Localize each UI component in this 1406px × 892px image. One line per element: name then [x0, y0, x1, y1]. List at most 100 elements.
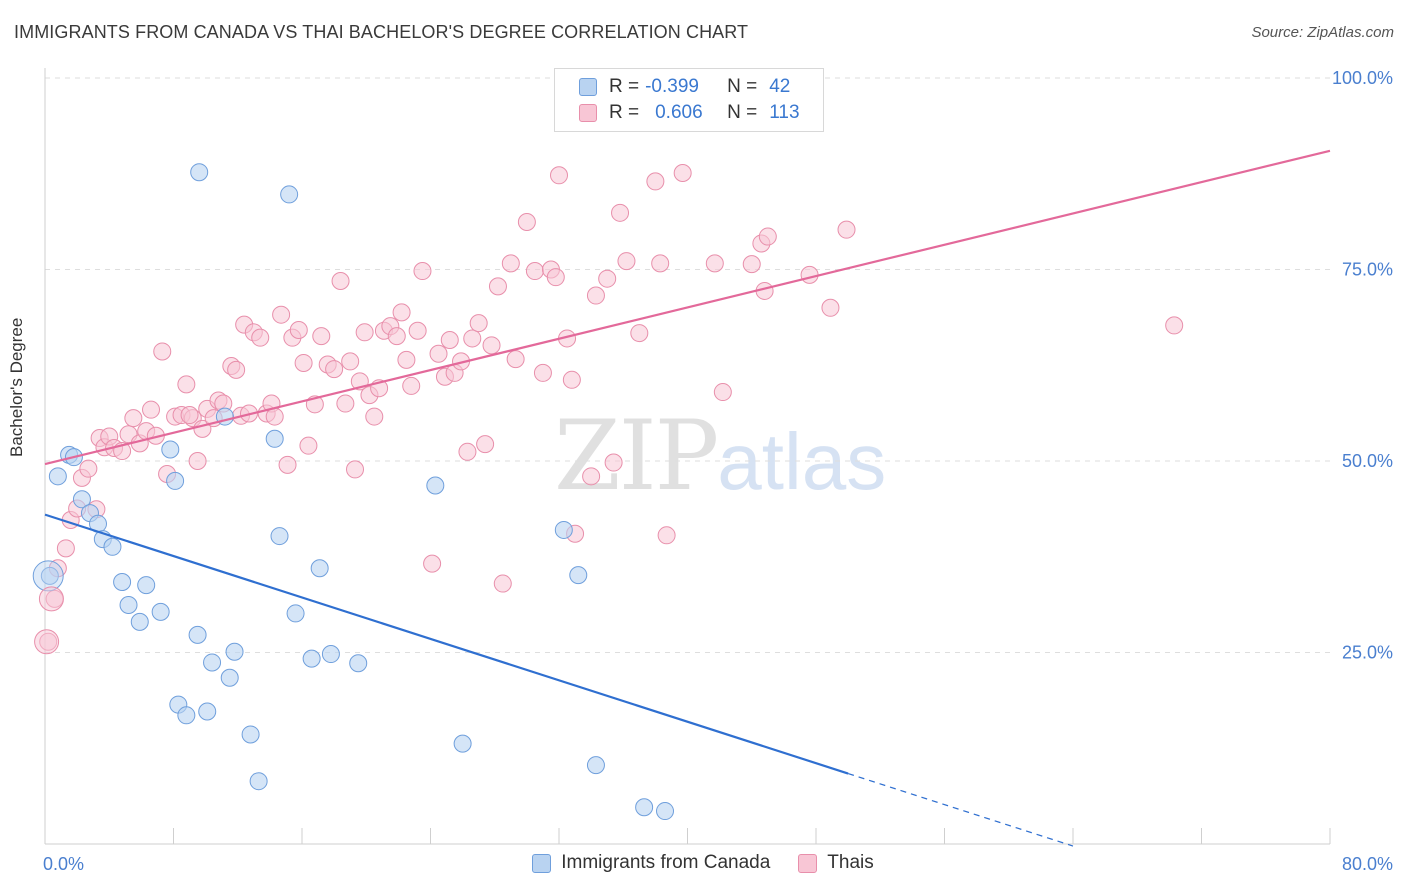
- thais-point: [387, 327, 406, 346]
- thais-point: [79, 459, 98, 478]
- canada-point: [635, 798, 654, 817]
- thais-point: [312, 327, 331, 346]
- legend-n-value-thais: 113: [769, 102, 800, 123]
- thais-point: [227, 360, 246, 379]
- thais-point: [346, 460, 365, 479]
- thais-point: [177, 375, 196, 394]
- canada-point: [198, 702, 217, 721]
- y-tick-label: 50.0%: [1342, 451, 1393, 471]
- thais-point: [124, 409, 143, 428]
- canada-point-large: [32, 560, 64, 592]
- canada-point: [310, 559, 329, 578]
- canada-point: [286, 604, 305, 623]
- canada-point: [656, 802, 675, 821]
- canada-point: [166, 471, 185, 490]
- thais-point: [56, 539, 75, 558]
- canada-point: [188, 625, 207, 644]
- series-label-thais: Thais: [827, 852, 874, 873]
- legend-row-thais: R = 0.606 N = 113: [579, 100, 800, 126]
- thais-point: [630, 324, 649, 343]
- thais-point: [800, 265, 819, 284]
- thais-point: [413, 262, 432, 281]
- thais-point: [742, 255, 761, 274]
- thais-point: [325, 360, 344, 379]
- thais-point: [646, 172, 665, 191]
- thais-point: [188, 452, 207, 470]
- thais-point: [657, 526, 676, 545]
- thais-point: [251, 328, 270, 347]
- thais-point: [533, 363, 552, 382]
- legend-swatch-thais: [579, 104, 597, 122]
- thais-point: [598, 269, 617, 288]
- correlation-legend: R = -0.399 N = 42 R = 0.606 N = 113: [554, 68, 824, 132]
- legend-row-canada: R = -0.399 N = 42: [579, 74, 790, 100]
- y-tick-label: 25.0%: [1342, 643, 1393, 663]
- thais-point: [294, 353, 313, 372]
- canada-point: [177, 706, 196, 725]
- thais-point: [582, 467, 601, 486]
- series-legend-thais: Thais: [798, 852, 874, 874]
- thais-point: [272, 305, 291, 324]
- thais-point: [408, 321, 427, 340]
- thais-point: [651, 254, 670, 273]
- legend-n-value-canada: 42: [769, 76, 791, 97]
- thais-point: [355, 323, 374, 342]
- thais-point: [705, 254, 724, 273]
- y-axis-label: Bachelor's Degree: [7, 317, 26, 457]
- thais-point: [142, 400, 161, 419]
- chart-title: IMMIGRANTS FROM CANADA VS THAI BACHELOR'…: [14, 22, 749, 42]
- x-tick-label: 80.0%: [1342, 854, 1393, 874]
- canada-trend-line: [44, 513, 849, 775]
- thais-point: [336, 394, 355, 413]
- thais-point: [423, 554, 442, 573]
- thais-point: [299, 436, 318, 455]
- thais-point: [476, 435, 495, 454]
- thais-point: [546, 268, 565, 287]
- canada-point: [302, 649, 321, 668]
- canada-point: [161, 440, 180, 459]
- canada-point: [190, 163, 209, 182]
- canada-point: [72, 490, 91, 509]
- thais-point: [758, 227, 777, 246]
- canada-point: [249, 772, 268, 791]
- series-legend-canada: Immigrants from Canada: [532, 852, 770, 874]
- canada-point: [554, 520, 573, 539]
- thais-point-large: [34, 629, 60, 655]
- thais-point: [289, 321, 308, 340]
- canada-point: [225, 642, 244, 661]
- thais-point: [586, 286, 605, 305]
- series-swatch-thais: [798, 853, 818, 873]
- canada-point: [113, 573, 132, 592]
- canada-point: [103, 537, 122, 556]
- y-tick-label: 100.0%: [1332, 68, 1393, 88]
- canada-point: [40, 566, 59, 585]
- canada-point: [137, 576, 156, 595]
- thais-point: [458, 442, 477, 461]
- thais-point: [501, 254, 520, 273]
- thais-point: [331, 271, 350, 290]
- series-legend: Immigrants from Canada Thais: [0, 852, 1406, 874]
- thais-point: [469, 314, 488, 333]
- thais-trend-line: [44, 149, 1331, 466]
- legend-n-label: N =: [727, 76, 758, 97]
- series-swatch-canada: [532, 853, 552, 873]
- legend-r-value-thais: 0.606: [655, 102, 703, 123]
- thais-point: [1165, 316, 1184, 335]
- thais-point: [713, 383, 732, 402]
- thais-point: [517, 213, 536, 232]
- thais-point: [525, 262, 544, 281]
- canada-point: [349, 654, 368, 673]
- thais-point: [821, 298, 840, 317]
- thais-point: [482, 336, 501, 355]
- legend-n-label: N =: [727, 102, 758, 123]
- canada-point: [270, 527, 289, 546]
- source-label: Source: ZipAtlas.com: [1251, 24, 1394, 41]
- thais-point: [397, 350, 416, 369]
- thais-point: [153, 342, 172, 361]
- canada-point: [220, 668, 239, 687]
- thais-point: [550, 166, 568, 185]
- x-tick-label: 0.0%: [43, 854, 84, 874]
- thais-point: [617, 252, 636, 271]
- y-tick-label: 75.0%: [1342, 260, 1393, 280]
